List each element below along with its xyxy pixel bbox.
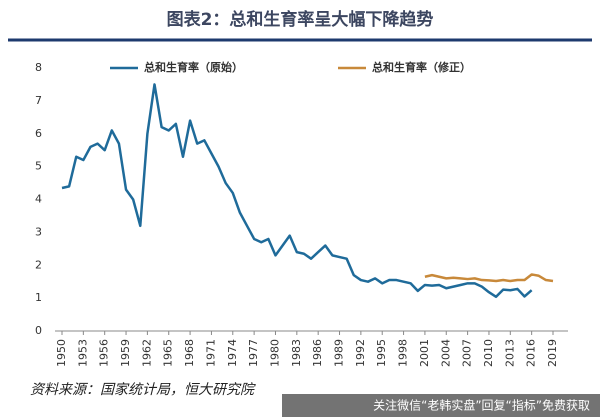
x-tick-label: 1980 — [268, 339, 281, 367]
x-tick-label: 1992 — [354, 339, 367, 367]
legend-label: 总和生育率（原始） — [144, 60, 243, 74]
source: 资料来源：国家统计局，恒大研究院 — [30, 382, 256, 398]
y-tick-label: 3 — [35, 225, 42, 238]
y-tick-label: 5 — [35, 160, 42, 173]
watermark: 关注微信“老韩实盘”回复“指标”免费获取 — [373, 398, 590, 413]
y-tick-label: 7 — [35, 94, 42, 107]
x-tick-label: 1998 — [397, 339, 410, 367]
x-tick-label: 2013 — [503, 339, 516, 367]
y-tick-label: 2 — [35, 258, 42, 271]
x-tick-label: 1965 — [162, 339, 175, 367]
x-tick-label: 1995 — [375, 339, 388, 367]
x-tick-label: 2010 — [482, 339, 495, 367]
x-tick-label: 1986 — [311, 339, 324, 367]
series-line — [424, 273, 554, 283]
x-tick-label: 1953 — [76, 339, 89, 367]
x-tick-label: 1974 — [226, 339, 239, 367]
x-tick-label: 1950 — [55, 339, 68, 367]
y-tick-label: 4 — [35, 193, 42, 206]
watermark-bg — [282, 394, 600, 417]
x-tick-label: 1962 — [140, 339, 153, 367]
x-tick-label: 2007 — [461, 339, 474, 367]
x-tick-label: 2004 — [439, 339, 452, 367]
chart-title: 图表2：总和生育率呈大幅下降趋势 — [167, 9, 434, 30]
y-tick-label: 6 — [35, 127, 42, 140]
x-tick-label: 1977 — [247, 339, 260, 367]
x-tick-label: 1983 — [290, 339, 303, 367]
y-tick-label: 1 — [35, 291, 42, 304]
legend-label: 总和生育率（修正） — [372, 60, 471, 74]
x-tick-label: 1971 — [204, 339, 217, 367]
x-tick-label: 1989 — [333, 339, 346, 367]
x-tick-label: 1956 — [98, 339, 111, 367]
x-tick-label: 2016 — [525, 339, 538, 367]
x-tick-label: 2001 — [418, 339, 431, 367]
x-tick-label: 1959 — [119, 339, 132, 367]
x-tick-label: 2019 — [546, 339, 559, 367]
series-line — [61, 83, 533, 299]
x-tick-label: 1968 — [183, 339, 196, 367]
y-tick-label: 8 — [35, 61, 42, 74]
y-tick-label: 0 — [35, 324, 42, 337]
